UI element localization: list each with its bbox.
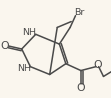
Text: Br: Br — [75, 8, 85, 17]
Text: NH: NH — [22, 28, 36, 37]
Text: O: O — [0, 41, 9, 51]
Text: NH: NH — [17, 64, 31, 73]
Text: O: O — [94, 60, 102, 70]
Text: O: O — [77, 83, 85, 93]
